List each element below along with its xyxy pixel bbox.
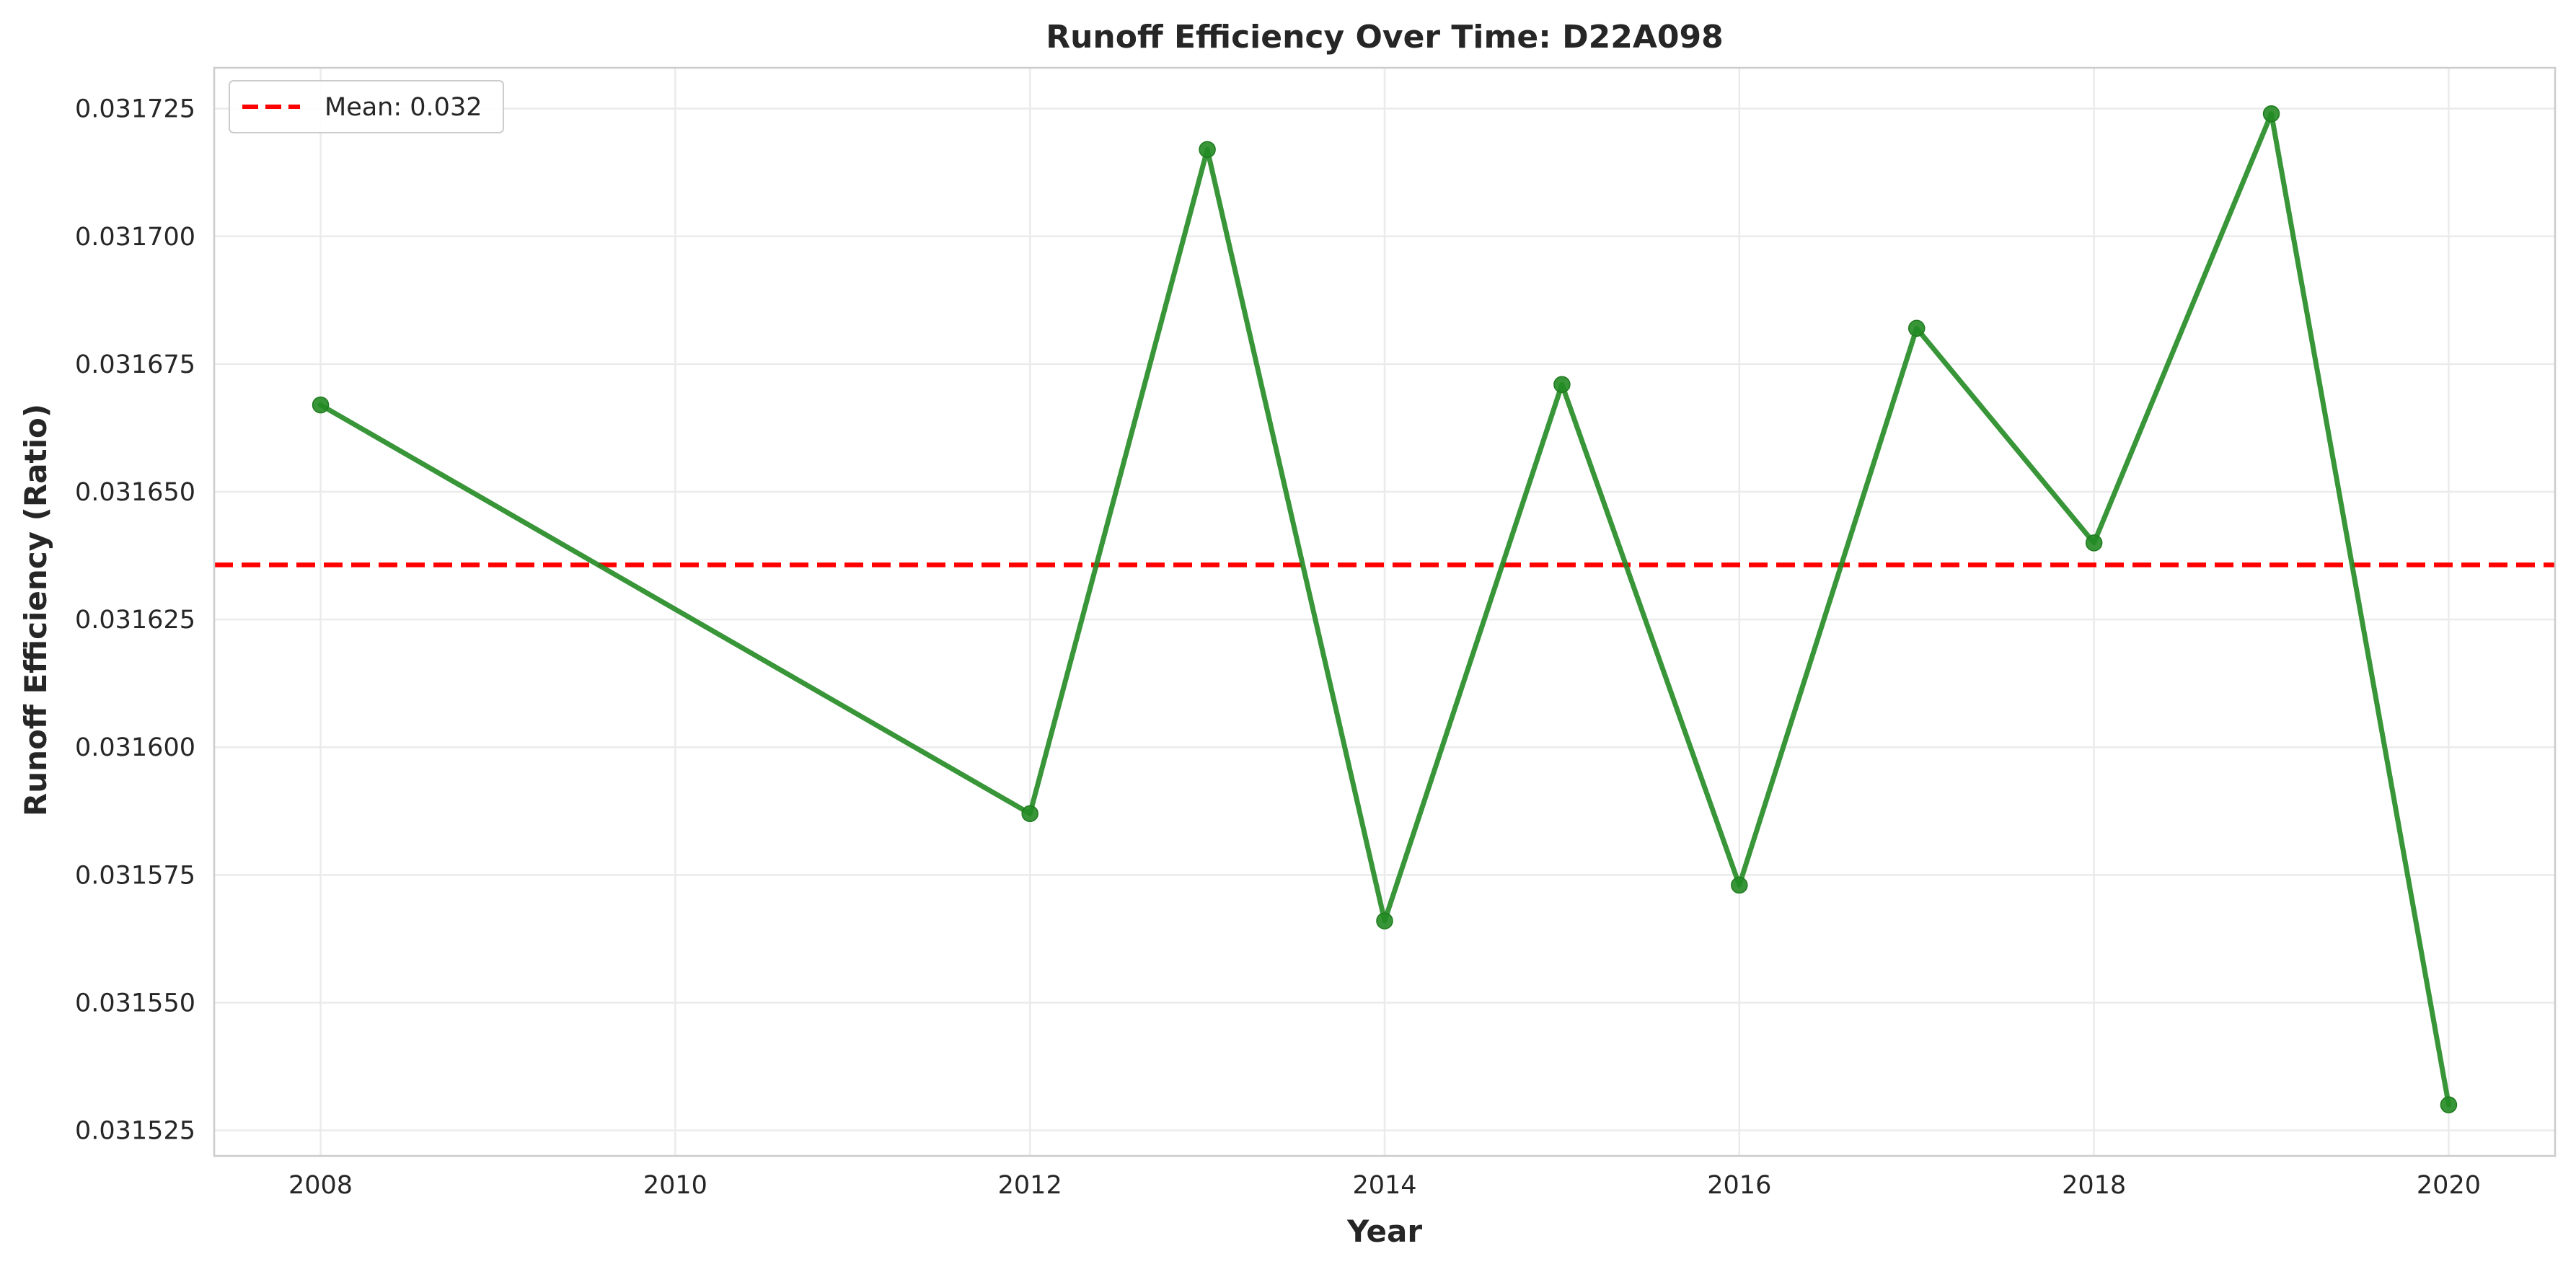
legend: Mean: 0.032	[229, 80, 504, 133]
plot-area-frame	[213, 66, 2557, 1157]
x-tick-label: 2020	[2417, 1171, 2481, 1200]
x-tick-label: 2014	[1352, 1171, 1416, 1200]
series-line	[318, 111, 2451, 1108]
data-point	[312, 396, 330, 414]
x-tick-label: 2016	[1707, 1171, 1771, 1200]
data-point	[2440, 1096, 2458, 1113]
legend-box	[229, 80, 504, 133]
data-point	[1021, 805, 1038, 823]
x-tick-label: 2010	[643, 1171, 707, 1200]
legend-entry-mean: Mean: 0.032	[325, 93, 482, 122]
grid-lines	[214, 68, 2555, 1156]
data-point	[1376, 912, 1393, 929]
y-tick-label: 0.031600	[75, 733, 195, 762]
y-tick-label: 0.031675	[75, 350, 195, 379]
x-tick-label: 2012	[998, 1171, 1062, 1200]
data-point	[2262, 105, 2280, 123]
x-tick-label: 2008	[288, 1171, 353, 1200]
data-series	[312, 105, 2458, 1113]
y-tick-label: 0.031525	[75, 1117, 195, 1146]
x-tick-label: 2018	[2062, 1171, 2126, 1200]
data-point	[2085, 534, 2103, 552]
y-tick-label: 0.031625	[75, 606, 195, 635]
chart-title: Runoff Efficiency Over Time: D22A098	[1046, 19, 1724, 56]
data-point	[1907, 319, 1926, 337]
y-axis-ticks: 0.031525 0.031550 0.031575 0.031600 0.031625…	[75, 95, 195, 1146]
data-point	[1731, 876, 1748, 894]
x-axis-label: Year	[1346, 1214, 1422, 1249]
y-tick-label: 0.031700	[75, 223, 195, 252]
data-point	[1553, 376, 1571, 393]
x-axis-ticks: 2008 2010 2012 2014 2016 2018 2020	[288, 1171, 2481, 1200]
y-axis-label: Runoff Efficiency (Ratio)	[18, 404, 53, 816]
y-tick-label: 0.031550	[75, 989, 195, 1017]
y-tick-label: 0.031650	[75, 478, 195, 507]
y-tick-label: 0.031725	[75, 95, 195, 124]
data-point	[1199, 141, 1216, 159]
y-tick-label: 0.031575	[75, 861, 195, 890]
